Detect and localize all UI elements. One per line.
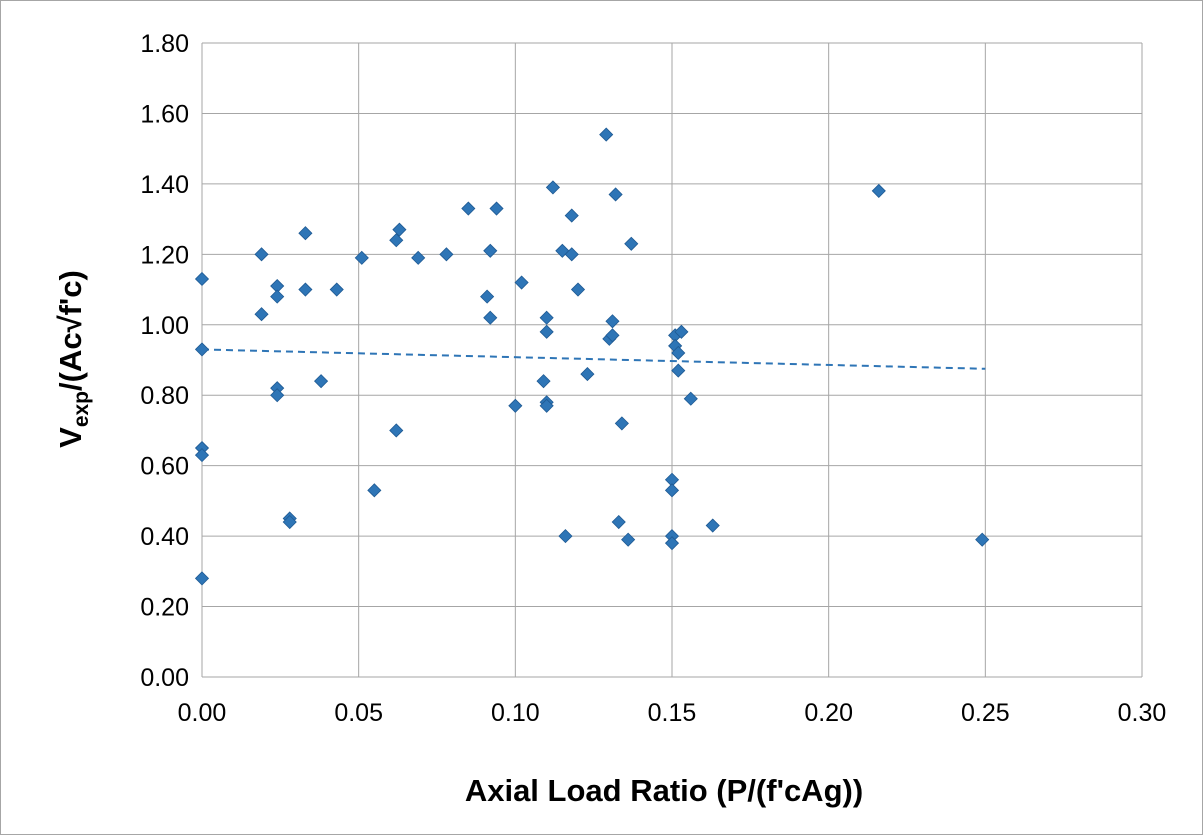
data-point [671, 363, 686, 378]
y-tick-label: 1.80 [140, 30, 189, 58]
x-axis-title: Axial Load Ratio (P/(f'cAg)) [465, 773, 863, 808]
data-point [489, 201, 504, 216]
data-point [483, 243, 498, 258]
data-point [270, 289, 285, 304]
data-point [411, 250, 426, 265]
grid-lines [201, 42, 1143, 678]
x-tick-label: 0.15 [648, 699, 697, 727]
y-tick-label: 0.00 [140, 664, 189, 692]
x-tick-label: 0.25 [961, 699, 1010, 727]
data-point [329, 282, 344, 297]
data-point [194, 448, 210, 463]
data-point [539, 398, 554, 413]
data-point [564, 208, 579, 223]
data-points [194, 127, 990, 586]
y-tick-label: 1.20 [140, 241, 189, 269]
data-point [480, 289, 495, 304]
data-point [194, 271, 210, 287]
data-point [539, 310, 554, 325]
data-point [611, 514, 626, 530]
data-point [570, 282, 586, 297]
x-tick-labels: 0.00 0.05 0.10 0.15 0.20 0.25 0.30 [178, 699, 1167, 727]
data-point [599, 127, 614, 142]
data-point [194, 342, 210, 357]
data-point [298, 226, 313, 241]
data-point [298, 282, 313, 297]
x-tick-label: 0.10 [491, 699, 540, 727]
data-point [282, 514, 297, 530]
x-tick-label: 0.20 [804, 699, 853, 727]
y-tick-labels: 0.00 0.20 0.40 0.60 0.80 1.00 1.20 1.40 1.60 1.80 [140, 30, 189, 692]
data-point [254, 307, 269, 322]
x-tick-label: 0.00 [178, 699, 227, 727]
data-point [514, 275, 529, 290]
data-point [270, 388, 285, 403]
data-point [580, 367, 595, 382]
data-point [439, 247, 454, 262]
data-point [664, 536, 680, 551]
data-point [705, 518, 720, 533]
data-point [314, 374, 329, 389]
data-point [674, 324, 689, 339]
y-axis-title: Vexp/(Ac√f'c) [53, 270, 93, 448]
data-point [605, 328, 620, 343]
y-tick-label: 0.40 [140, 523, 189, 551]
data-point [621, 532, 636, 547]
data-point [608, 187, 623, 202]
data-point [539, 324, 554, 339]
data-point [508, 398, 523, 413]
y-tick-label: 0.60 [140, 453, 189, 481]
data-point [392, 222, 407, 237]
x-tick-label: 0.05 [334, 699, 383, 727]
y-axis-title-rest: /(Ac√f'c) [53, 270, 88, 391]
data-point [461, 201, 476, 216]
data-point [194, 571, 210, 586]
data-point [354, 250, 369, 265]
y-tick-label: 1.00 [140, 312, 189, 340]
y-tick-label: 0.20 [140, 594, 189, 622]
y-tick-label: 1.60 [140, 100, 189, 128]
data-point [605, 314, 620, 329]
data-point [367, 483, 382, 498]
data-point [389, 233, 404, 248]
data-point [671, 345, 686, 361]
y-tick-label: 0.80 [140, 382, 189, 410]
data-point [683, 391, 698, 406]
data-point [871, 183, 886, 198]
data-point [664, 483, 680, 498]
data-point [545, 180, 560, 195]
y-axis-title-sub: exp [70, 391, 93, 427]
trendline [201, 348, 986, 370]
data-point [624, 236, 639, 251]
x-tick-label: 0.30 [1118, 699, 1167, 727]
data-point [558, 529, 573, 544]
data-point [483, 310, 498, 325]
trendline-path [201, 348, 986, 370]
data-point [564, 247, 579, 262]
data-point [614, 416, 629, 431]
data-point [536, 374, 551, 389]
y-axis-title-main: V [53, 427, 88, 448]
data-point [389, 423, 404, 438]
y-tick-label: 1.40 [140, 171, 189, 199]
data-point [254, 247, 269, 262]
data-point [975, 532, 990, 547]
